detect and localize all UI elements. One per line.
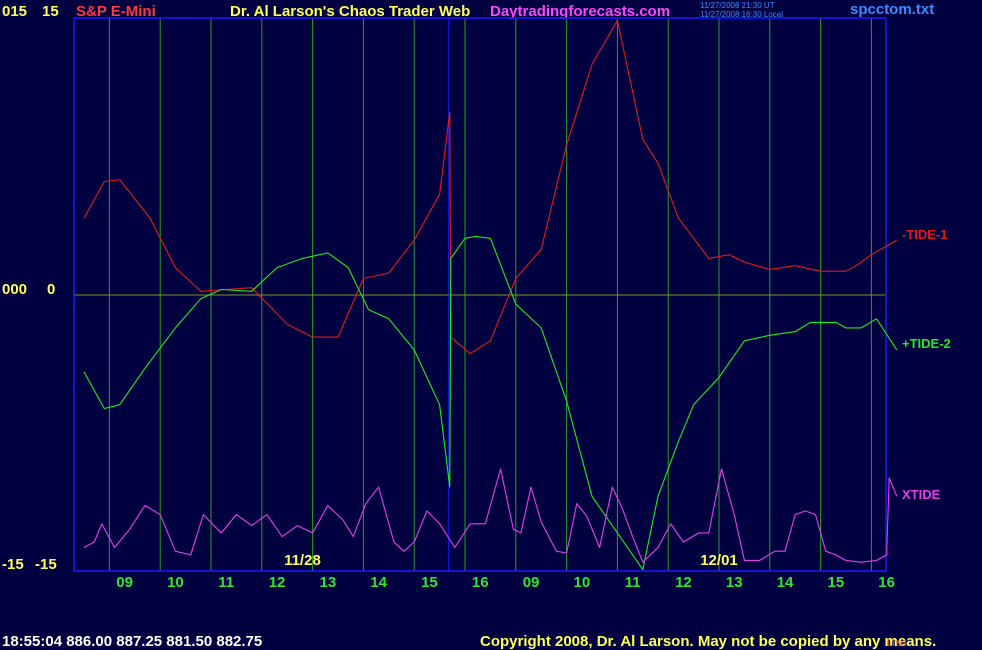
date-label: 12/01 xyxy=(700,552,738,569)
x-tick-label: 12 xyxy=(675,574,692,591)
x-tick-label: 15 xyxy=(827,574,844,591)
data-file-name: spcctom.txt xyxy=(850,1,935,18)
page-title: Dr. Al Larson's Chaos Trader Web xyxy=(230,3,471,20)
date-label: 11/28 xyxy=(284,552,321,569)
x-tick-label: 14 xyxy=(777,574,794,591)
x-tick-label: 11 xyxy=(625,574,641,591)
y-bottom-value: -15 xyxy=(2,556,24,573)
plot-frame xyxy=(73,17,887,572)
corner-tag: Lrsn xyxy=(887,638,907,649)
y-mid-value: 000 xyxy=(2,281,28,298)
y-bottom-scale: -15 xyxy=(35,556,57,573)
x-tick-label: 15 xyxy=(421,574,438,591)
xtide-line xyxy=(83,468,898,563)
tide2-line xyxy=(83,235,898,571)
left-top-value: 015 xyxy=(2,3,28,20)
utc-timestamp: 11/27/2008 21:30 UT xyxy=(700,1,775,10)
x-tick-label: 16 xyxy=(472,574,489,591)
legend-label: XTIDE xyxy=(902,487,941,502)
x-tick-label: 12 xyxy=(269,574,286,591)
x-tick-label: 09 xyxy=(116,574,133,591)
x-tick-label: 13 xyxy=(319,574,336,591)
symbol-title: S&P E-Mini xyxy=(76,3,156,20)
x-tick-label: 09 xyxy=(523,574,540,591)
copyright-notice: Copyright 2008, Dr. Al Larson. May not b… xyxy=(480,633,937,650)
local-timestamp: 11/27/2008 16:30 Local xyxy=(700,10,784,19)
tide1-line xyxy=(83,19,898,355)
legend-label: +TIDE-2 xyxy=(902,336,951,351)
x-tick-label: 16 xyxy=(878,574,895,591)
x-tick-label: 11 xyxy=(218,574,234,591)
x-tick-label: 14 xyxy=(370,574,387,591)
legend-label: -TIDE-1 xyxy=(902,227,948,242)
y-mid-scale: 0 xyxy=(47,281,56,298)
x-tick-label: 13 xyxy=(726,574,743,591)
price-status: 18:55:04 886.00 887.25 881.50 882.75 xyxy=(2,633,263,650)
x-tick-label: 10 xyxy=(573,574,590,591)
left-top-scale: 15 xyxy=(42,3,59,20)
x-tick-label: 10 xyxy=(167,574,184,591)
site-link[interactable]: Daytradingforecasts.com xyxy=(490,3,671,20)
